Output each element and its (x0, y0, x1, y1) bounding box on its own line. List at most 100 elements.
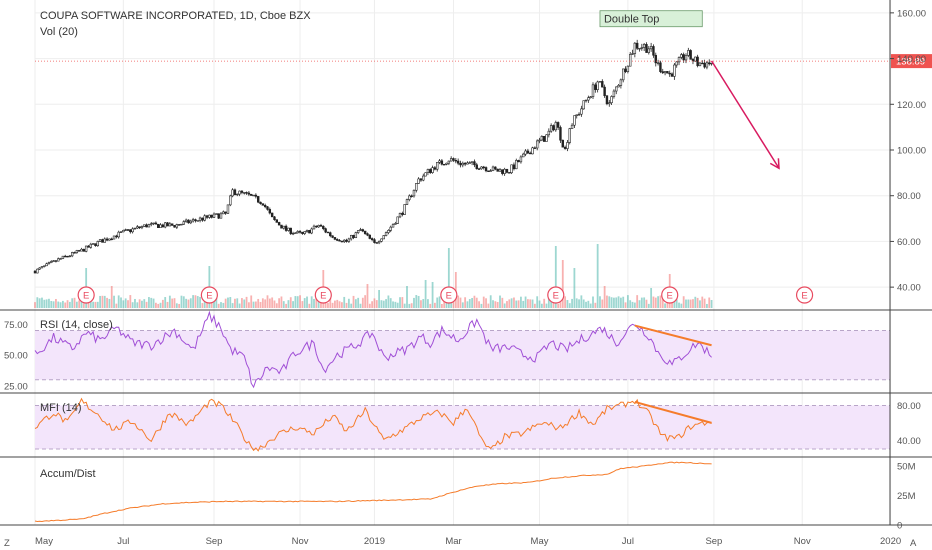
price-tick-label: 80.00 (897, 191, 921, 202)
volume-bar (615, 297, 618, 308)
volume-bar (464, 297, 467, 308)
volume-bar (220, 302, 222, 308)
volume-bar (645, 299, 648, 308)
candle-body (501, 169, 504, 174)
volume-bar (354, 299, 357, 308)
candle-body (570, 124, 574, 129)
x-tick-label: May (35, 536, 53, 547)
volume-bar (550, 298, 553, 308)
candle-body (566, 142, 569, 149)
candle-body (161, 224, 165, 228)
candle-body (119, 231, 123, 233)
candle-body (301, 231, 304, 234)
candle-body (601, 81, 604, 88)
volume-bar (138, 299, 141, 308)
candle-body (642, 44, 646, 48)
candle-body (312, 225, 316, 230)
candle-body (326, 231, 330, 234)
mfi-band-fill (35, 405, 890, 450)
candle-body (535, 140, 539, 149)
volume-bar (64, 302, 67, 308)
corner-right-button[interactable]: A (910, 538, 917, 549)
volume-bar (175, 303, 178, 308)
candle-body (254, 194, 258, 197)
volume-bar (343, 296, 346, 308)
candle-body (680, 54, 683, 58)
volume-bar (308, 303, 311, 308)
earnings-marker-label: E (446, 291, 452, 302)
candle-body (336, 239, 339, 241)
candle-body (287, 227, 290, 231)
candle-body (154, 222, 158, 225)
volume-bar (317, 301, 320, 308)
drawings[interactable]: 138.89 E E E E E E E Double Top (35, 10, 932, 424)
volume-bar (157, 303, 160, 308)
volume-bar (338, 301, 341, 308)
candle-body (129, 229, 132, 233)
volume-bar (559, 302, 562, 308)
candle-body (270, 212, 274, 218)
candle-body (645, 44, 648, 53)
volume-bar (478, 301, 480, 308)
x-tick-label: 2020 (880, 536, 901, 547)
candle-body (628, 54, 632, 67)
candle-body (524, 150, 527, 155)
volume-bar (222, 302, 225, 308)
candle-body (426, 169, 430, 173)
candle-body (466, 162, 469, 165)
volume-bar (287, 300, 290, 308)
candle-body (359, 229, 362, 231)
volume-bar (696, 297, 699, 308)
volume-bar (461, 302, 464, 308)
volume-bar (580, 295, 583, 308)
candle-body (89, 243, 93, 248)
volume-bar (241, 298, 243, 308)
candle-body (584, 99, 588, 102)
volume-bars (34, 244, 713, 308)
volume-bar (282, 301, 285, 308)
price-candles[interactable] (33, 39, 713, 274)
volume-bar (492, 300, 494, 308)
volume-bar (178, 303, 181, 308)
volume-bar (610, 297, 613, 308)
volume-bar (434, 302, 436, 308)
volume-bar (643, 297, 646, 308)
candle-body (212, 213, 216, 218)
volume-bar (568, 303, 571, 308)
x-tick-label: Sep (206, 536, 223, 547)
volume-bar (613, 297, 615, 308)
volume-bar (373, 298, 376, 308)
volume-bar (694, 296, 697, 308)
volume-bar (415, 295, 418, 308)
candle-body (184, 219, 188, 222)
volume-bar (654, 297, 657, 308)
volume-bar (229, 297, 232, 308)
candle-body (442, 163, 446, 166)
candle-body (540, 136, 544, 141)
volume-bar (141, 300, 143, 308)
candle-body (415, 183, 418, 191)
candle-body (647, 48, 651, 53)
candle-body (126, 229, 130, 231)
volume-bar (364, 295, 367, 308)
volume-bar (122, 300, 125, 308)
volume-bar (327, 302, 329, 308)
candle-body (396, 216, 399, 224)
volume-bar (473, 295, 476, 308)
candle-body (708, 62, 711, 65)
candle-body (40, 266, 44, 269)
volume-bar (687, 299, 690, 308)
corner-left-button[interactable]: Z (4, 538, 10, 549)
candle-body (294, 232, 297, 234)
volume-bar (68, 301, 71, 308)
x-tick-label: Mar (445, 536, 461, 547)
candle-body (477, 168, 481, 170)
candle-body (354, 232, 358, 238)
candle-body (519, 156, 523, 163)
candle-body (447, 160, 451, 164)
volume-bar (378, 290, 380, 308)
candle-body (131, 228, 134, 233)
volume-bar (543, 298, 546, 308)
volume-bar (447, 248, 450, 308)
